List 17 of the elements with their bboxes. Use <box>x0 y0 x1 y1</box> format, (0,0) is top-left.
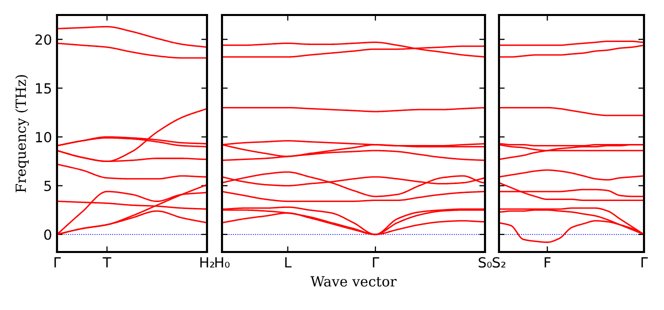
x-tick-label: S₀ <box>478 257 492 268</box>
x-tick-label: F <box>544 257 551 268</box>
y-tick-label: 5 <box>44 180 51 192</box>
x-tick-label: Γ <box>641 257 648 268</box>
x-tick-label: Γ <box>54 257 61 268</box>
y-tick-label: 15 <box>36 83 51 94</box>
x-axis-title: Wave vector <box>310 276 397 287</box>
x-tick-label: S₂ <box>492 257 506 268</box>
x-tick-label: Γ <box>372 257 380 268</box>
x-tick-label: H₂ <box>200 257 214 268</box>
y-tick-label: 0 <box>44 229 52 240</box>
x-tick-label: L <box>285 257 292 268</box>
x-tick-label: T <box>102 257 112 268</box>
y-axis-title: Frequency (THz) <box>15 75 29 192</box>
y-tick-label: 10 <box>36 132 52 142</box>
x-tick-label: H₀ <box>215 257 230 268</box>
y-tick-label: 20 <box>35 34 52 45</box>
